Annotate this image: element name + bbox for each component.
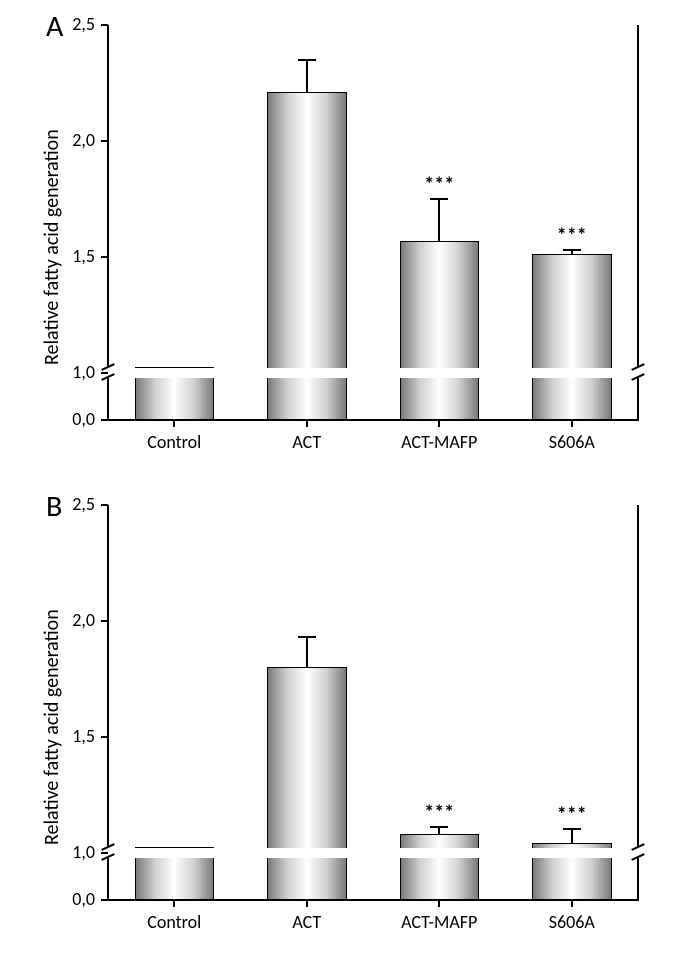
y-tick [101, 736, 108, 738]
y-tick-label: 1,5 [61, 245, 95, 267]
y-axis-right [637, 505, 639, 848]
y-tick-label: 1,0 [61, 361, 95, 383]
y-tick-label: 1,5 [61, 725, 95, 747]
y-tick [101, 899, 108, 901]
bar [267, 25, 347, 420]
plot-area: 0,01,01,52,02,5Relative fatty acid gener… [108, 25, 638, 420]
error-bar-cap [430, 826, 448, 828]
bar [135, 25, 215, 420]
y-axis-label: Relative fatty acid generation [40, 129, 64, 365]
error-bar [438, 199, 440, 241]
x-tick [173, 900, 175, 907]
y-tick-label: 2,5 [61, 493, 95, 515]
y-tick [101, 504, 108, 506]
panel-letter: B [46, 488, 62, 525]
bar: *** [400, 505, 480, 900]
significance-marker: *** [400, 801, 480, 825]
x-tick-label: ACT [241, 431, 374, 453]
bar: *** [532, 505, 612, 900]
x-tick-label: ACT [241, 911, 374, 933]
y-tick-label: 2,0 [61, 129, 95, 151]
axis-break-icon [631, 366, 645, 380]
x-tick-label: ACT-MAFP [373, 431, 506, 453]
y-tick-label: 0,0 [61, 888, 95, 910]
significance-marker: *** [532, 803, 612, 827]
plot-area: 0,01,01,52,02,5Relative fatty acid gener… [108, 505, 638, 900]
y-tick-label: 2,0 [61, 609, 95, 631]
x-tick-label: S606A [506, 911, 639, 933]
bar [267, 505, 347, 900]
error-bar-cap [563, 828, 581, 830]
x-tick [571, 900, 573, 907]
y-axis-left [107, 505, 109, 848]
bar: *** [400, 25, 480, 420]
y-tick [101, 256, 108, 258]
bar: *** [532, 25, 612, 420]
x-tick-label: Control [108, 911, 241, 933]
x-tick [571, 420, 573, 427]
error-bar-cap [298, 59, 316, 61]
y-axis-left [107, 858, 109, 900]
error-bar-cap [563, 249, 581, 251]
x-tick [306, 420, 308, 427]
axis-break-icon [631, 846, 645, 860]
y-tick [101, 419, 108, 421]
error-bar-cap [298, 636, 316, 638]
x-tick [173, 420, 175, 427]
error-bar [438, 827, 440, 834]
y-axis-left [107, 25, 109, 368]
y-tick-label: 2,5 [61, 13, 95, 35]
x-tick-label: Control [108, 431, 241, 453]
y-tick [101, 372, 108, 374]
error-bar [306, 637, 308, 667]
y-axis-label: Relative fatty acid generation [40, 609, 64, 845]
y-tick [101, 620, 108, 622]
significance-marker: *** [400, 173, 480, 197]
x-tick-label: ACT-MAFP [373, 911, 506, 933]
bar [135, 505, 215, 900]
x-tick [306, 900, 308, 907]
y-tick-label: 0,0 [61, 408, 95, 430]
y-tick-label: 1,0 [61, 841, 95, 863]
error-bar [571, 829, 573, 843]
error-bar-cap [430, 198, 448, 200]
y-tick [101, 140, 108, 142]
x-tick [438, 900, 440, 907]
error-bar [306, 60, 308, 92]
x-tick [438, 420, 440, 427]
y-axis-right [637, 858, 639, 900]
significance-marker: *** [532, 224, 612, 248]
y-tick [101, 852, 108, 854]
x-tick-label: S606A [506, 431, 639, 453]
y-tick [101, 24, 108, 26]
y-axis-right [637, 378, 639, 420]
y-axis-right [637, 25, 639, 368]
y-axis-left [107, 378, 109, 420]
